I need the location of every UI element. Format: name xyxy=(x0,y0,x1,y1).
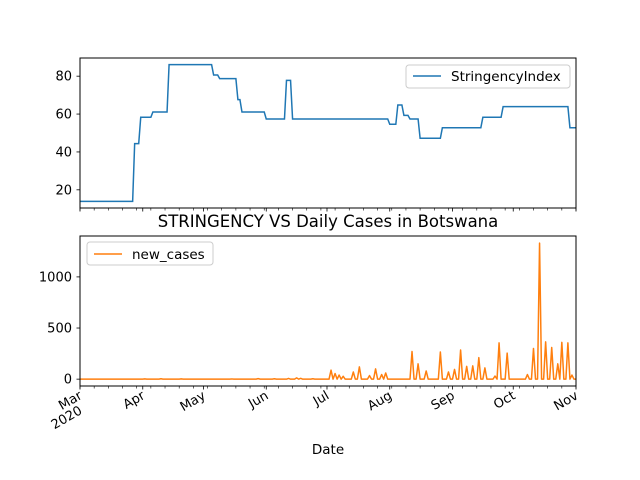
legend-box xyxy=(405,64,571,89)
new-cases-series xyxy=(80,242,576,380)
x-tick-label: Jul xyxy=(310,388,332,409)
stringency-series xyxy=(80,63,576,203)
y-tick-label: 60 xyxy=(55,108,72,123)
new-cases-legend: new_cases xyxy=(86,241,214,266)
y-tick-label: 1000 xyxy=(39,270,72,285)
stringency-line xyxy=(80,63,576,203)
legend-box xyxy=(86,241,214,266)
stringency-axes: 20 40 60 80 StringencyIndex xyxy=(55,57,577,212)
stringency-y-ticks: 20 40 60 80 xyxy=(55,70,80,198)
x-axis-label: Date xyxy=(312,442,344,458)
y-tick-label: 80 xyxy=(55,70,72,85)
y-tick-label: 20 xyxy=(55,183,72,198)
stringency-legend: StringencyIndex xyxy=(405,64,571,89)
y-tick-label: 0 xyxy=(64,373,72,388)
chart-title: STRINGENCY VS Daily Cases in Botswana xyxy=(158,212,499,231)
new-cases-axes-frame xyxy=(79,235,577,387)
new-cases-line xyxy=(80,242,576,380)
y-tick-label: 500 xyxy=(47,322,72,337)
new-cases-y-ticks: 0 500 1000 xyxy=(39,270,80,388)
legend-label-stringency: StringencyIndex xyxy=(451,69,561,85)
y-tick-label: 40 xyxy=(55,145,72,160)
stringency-axes-frame xyxy=(79,57,577,209)
legend-label-new-cases: new_cases xyxy=(132,247,205,263)
